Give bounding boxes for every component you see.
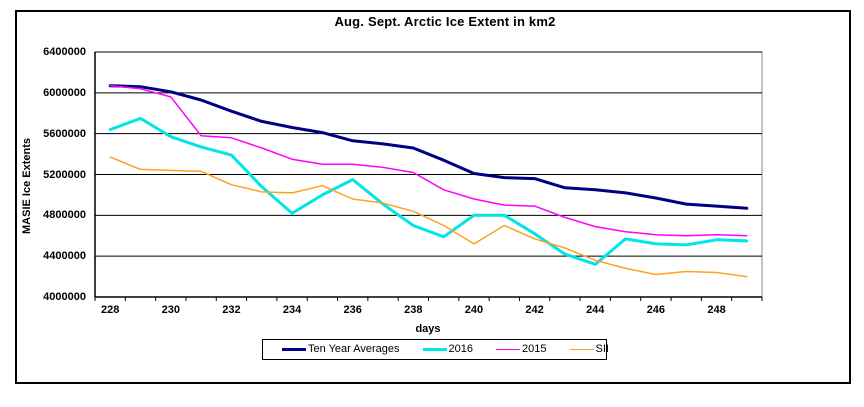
legend-line-swatch [569, 349, 594, 350]
chart-outer-border [15, 10, 851, 384]
series-line-ten-year-averages [108, 84, 749, 210]
y-tick-label: 4000000 [43, 291, 86, 303]
x-tick-label: 232 [222, 304, 241, 316]
y-axis-title: MASIE Ice Extents [21, 138, 33, 234]
x-tick-label: 248 [707, 304, 726, 316]
legend-item-2015: 2015 [496, 343, 547, 355]
legend: Ten Year Averages 2016 2015 SII [262, 339, 609, 360]
x-axis-title: days [415, 323, 441, 335]
x-tick-label: 246 [646, 304, 666, 316]
x-tick-label: 240 [464, 304, 484, 316]
legend-line-swatch [496, 349, 521, 350]
y-tick-label: 4400000 [43, 250, 86, 263]
series-line-sii [109, 156, 748, 278]
legend-line-swatch [422, 348, 447, 351]
legend-item-sii: SII [569, 343, 609, 355]
x-tick-label: 238 [404, 304, 423, 316]
x-tick-label: 234 [282, 304, 302, 316]
y-tick-label: 5200000 [43, 168, 86, 181]
legend-label: SII [595, 343, 609, 355]
x-tick-label: 228 [100, 304, 120, 316]
y-tick-label: 5600000 [43, 127, 86, 140]
x-tick-label: 242 [525, 304, 544, 316]
legend-label: 2016 [448, 343, 474, 355]
x-tick-label: 230 [161, 304, 180, 316]
series-line-2016 [108, 116, 749, 266]
legend-line-swatch [282, 348, 306, 351]
x-tick-label: 236 [343, 304, 362, 316]
x-tick-label: 244 [586, 304, 605, 316]
series-line-2015 [109, 84, 748, 237]
chart-title: Aug. Sept. Arctic Ice Extent in km2 [334, 14, 556, 29]
y-tick-label: 6400000 [43, 46, 86, 58]
y-tick-label: 4800000 [43, 209, 86, 222]
legend-label: 2015 [522, 343, 547, 355]
legend-item-ten-year-averages: Ten Year Averages [282, 344, 400, 355]
legend-label: Ten Year Averages [308, 343, 400, 355]
legend-item-2016: 2016 [422, 343, 474, 355]
y-tick-label: 6000000 [43, 86, 86, 99]
